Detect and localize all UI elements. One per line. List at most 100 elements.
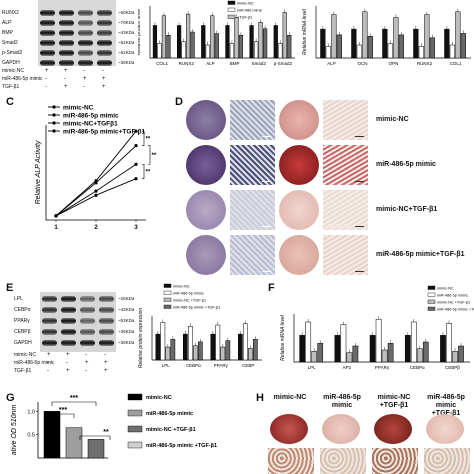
ars-stain-dish: [279, 145, 319, 185]
legend-label: mimic-NC +TGF-β1: [437, 301, 470, 305]
sig-mark: **: [103, 429, 109, 436]
bar: [424, 14, 430, 59]
bar: [352, 345, 359, 363]
x-tick-label: CEBPβ: [445, 365, 460, 370]
top-blot-kda-label: ~52KDa: [118, 40, 135, 45]
alp-micrograph: [230, 145, 275, 185]
e-blot-band: [42, 296, 57, 302]
top-blot-protein-label: ALP: [2, 20, 12, 26]
top-blot-protein-label: p-Smad2: [2, 50, 23, 56]
e-blot-band: [80, 296, 95, 302]
top-blot-band: [59, 40, 74, 46]
e-blot-band: [42, 318, 57, 324]
oil-red-micrograph: [268, 448, 314, 474]
bar: [387, 43, 393, 59]
bar: [325, 46, 331, 59]
oil-red-micrograph: [424, 448, 470, 474]
top-blot-treatment-mark: -: [83, 68, 85, 74]
top-blot-band: [40, 40, 55, 46]
bar: [320, 28, 326, 59]
top-blot-band: [40, 50, 55, 56]
data-point: [54, 214, 58, 218]
bar: [253, 339, 258, 361]
bar: [393, 17, 399, 59]
top-blot-protein-label: GAPDH: [2, 60, 20, 66]
row-label: miR-486-5p mimic+TGF-β1: [376, 251, 465, 258]
bar: [413, 28, 419, 59]
alp-stain-dish: [186, 100, 226, 140]
bar: [87, 439, 105, 459]
bar: [311, 351, 318, 363]
bar: [238, 333, 243, 361]
bar: [170, 339, 176, 361]
top-blot-band: [97, 40, 112, 46]
ars-micrograph: [323, 100, 368, 140]
e-blot-protein-label: CEBPβ: [14, 329, 31, 335]
legend-swatch: [127, 409, 143, 417]
bar: [340, 324, 347, 363]
bar: [210, 333, 216, 361]
y-axis-label: Relative protein level: [138, 8, 142, 55]
column-label: mimic-NC +TGF-β1: [377, 394, 411, 409]
e-blot-treatment-mark: +: [104, 360, 108, 366]
bar: [188, 326, 193, 361]
top-blot-protein-label: BMP: [2, 30, 13, 36]
data-point: [94, 193, 98, 197]
x-tick-label: CEBP: [242, 363, 254, 368]
scale-bar: [355, 271, 364, 272]
legend-label: mimic-NC+TGFβ1: [63, 121, 118, 128]
bar: [238, 35, 244, 59]
chart-protein-expression-e: Relative protein expression LPL CEBPα PPARγ…: [138, 283, 262, 368]
top-blot-band: [97, 30, 112, 36]
ars-micrograph: [323, 235, 368, 275]
e-blot-treatment-label: TGF-β1: [14, 368, 32, 374]
bar: [210, 15, 215, 59]
bar: [258, 22, 263, 59]
bar: [446, 323, 452, 363]
top-blot-treatment-label: TGF-β1: [2, 84, 20, 90]
e-blot-treatment-mark: +: [85, 360, 89, 366]
x-tick-label: COL1: [156, 61, 168, 66]
bar: [317, 343, 324, 363]
x-tick-label: CEBPα: [186, 363, 201, 368]
alp-stain-dish: [186, 145, 226, 185]
bar: [249, 25, 254, 59]
top-blot-band: [40, 30, 55, 36]
top-blot-treatment-mark: +: [64, 68, 68, 74]
legend-label: mimic-NC +TGF-β1: [146, 427, 196, 433]
bar: [243, 323, 248, 361]
legend-marker: [52, 129, 56, 133]
legend-swatch: [427, 299, 436, 304]
ars-micrograph: [323, 145, 368, 185]
bar: [234, 17, 239, 59]
oil-red-dish: [322, 414, 360, 444]
legend-swatch: [163, 290, 172, 295]
top-blot-band: [78, 60, 93, 66]
panel-label-g: G: [6, 392, 15, 404]
bar: [398, 34, 404, 59]
legend-label: miR-486-5p mimic +TGF-β1: [437, 308, 474, 312]
bar: [362, 11, 368, 59]
chart-od-510: ative OD 510nm 1.00.5********mimic-NCmiR-…: [11, 393, 217, 459]
top-blot-protein-label: RUNX2: [2, 10, 19, 16]
bar: [382, 28, 388, 59]
bar: [254, 41, 259, 59]
legend-label: miR-486-5p mimic +TGF-β1: [146, 443, 217, 449]
e-blot-band: [99, 318, 114, 324]
top-blot-band: [97, 20, 112, 26]
e-blot-band: [42, 329, 57, 335]
y-axis-label: ative OD 510nm: [11, 405, 18, 456]
e-blot-band: [99, 296, 114, 302]
bar: [452, 351, 458, 363]
sig-bracket: [142, 163, 145, 179]
bar: [331, 14, 337, 59]
bar: [248, 348, 253, 361]
e-blot-treatment-mark: -: [85, 368, 87, 374]
top-blot-treatment-mark: -: [45, 84, 47, 90]
chart-mrna-level-top: Relative mRNA level ALP OCN OPN RUNX2 COL1: [302, 6, 471, 66]
bar: [455, 11, 461, 59]
top-blot-treatment-mark: +: [102, 84, 106, 90]
alp-micrograph: [230, 100, 275, 140]
legend-label: miR-486-5p mimic: [437, 294, 468, 298]
